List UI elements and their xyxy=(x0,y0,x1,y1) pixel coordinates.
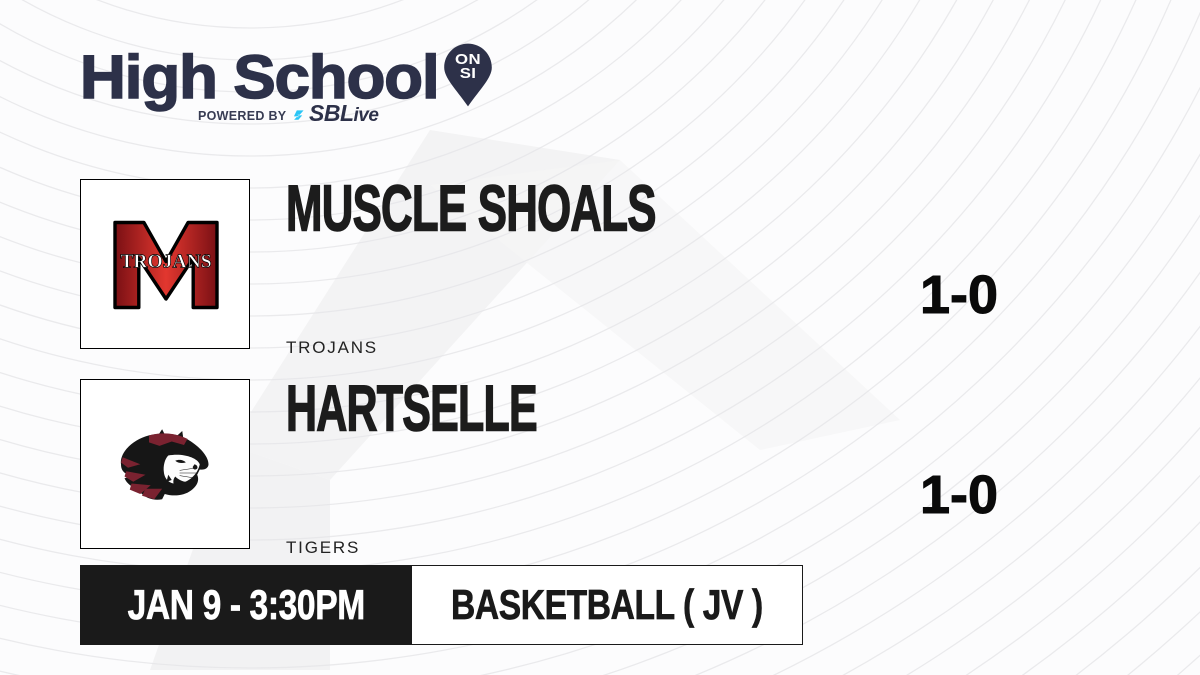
svg-text:TROJANS: TROJANS xyxy=(120,252,211,273)
